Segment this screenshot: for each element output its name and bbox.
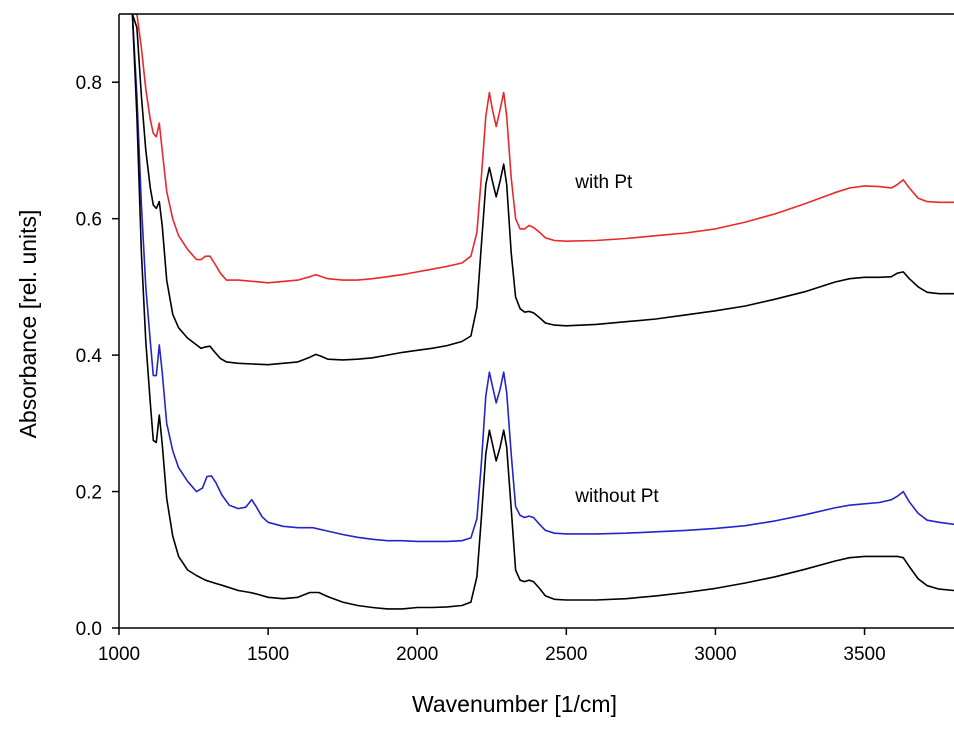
y-axis-title: Absorbance [rel. units] <box>15 210 41 439</box>
y-tick-label: 0.8 <box>76 73 102 94</box>
series-layer <box>131 14 954 610</box>
y-tick-label: 0.2 <box>76 483 102 504</box>
labels-layer: 1000 1500 2000 2500 3000 3500 0.0 0.2 0.4 0.6 0.8 W… <box>15 73 886 717</box>
y-tick-label: 0.0 <box>76 619 102 640</box>
y-tick-label: 0.4 <box>76 346 103 367</box>
annotation-1: with Pt <box>574 172 633 193</box>
x-tick-label: 2500 <box>545 644 587 665</box>
x-tick-label: 1000 <box>98 644 140 665</box>
series-line-3 <box>131 14 954 543</box>
series-line-1 <box>132 14 954 284</box>
x-tick-label: 2000 <box>396 644 438 665</box>
series-line-2 <box>131 14 954 366</box>
series-line-4 <box>131 14 954 610</box>
x-tick-label: 3000 <box>694 644 736 665</box>
x-axis-title: Wavenumber [1/cm] <box>412 691 617 717</box>
y-tick-label: 0.6 <box>76 210 102 231</box>
x-tick-label: 3500 <box>843 644 885 665</box>
annotation-2: without Pt <box>574 486 659 507</box>
axes-layer <box>112 13 954 635</box>
x-tick-label: 1500 <box>247 644 289 665</box>
